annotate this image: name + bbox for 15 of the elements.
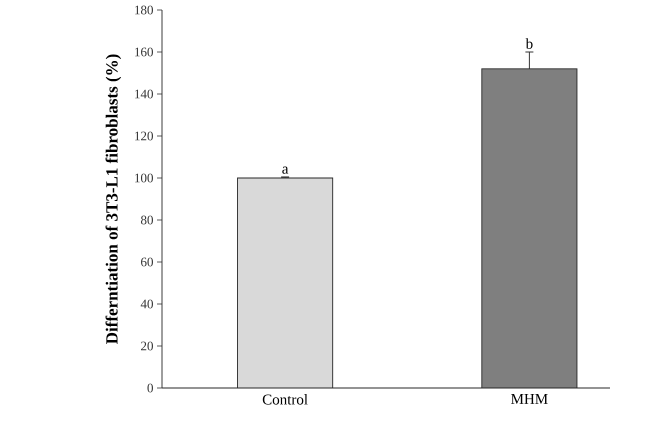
y-tick-label: 140	[135, 90, 153, 98]
x-tick-label: MHM	[511, 394, 548, 404]
y-tick-label: 100	[135, 174, 153, 182]
annotation: a	[282, 166, 288, 174]
y-axis-title: Differntiation of 3T3-L1 fibroblasts (%)	[106, 54, 122, 344]
y-tick-label: 160	[135, 48, 153, 56]
annotation: b	[526, 38, 533, 49]
y-tick-label: 180	[135, 6, 153, 14]
y-tick-label: 20	[141, 342, 153, 350]
x-tick-label: Control	[262, 394, 308, 405]
y-tick-label: 60	[141, 258, 153, 266]
y-tick-label: 120	[135, 132, 153, 140]
y-tick-label: 40	[140, 300, 153, 308]
y-tick-label: 80	[140, 216, 153, 224]
y-tick-label: 0	[147, 384, 153, 392]
